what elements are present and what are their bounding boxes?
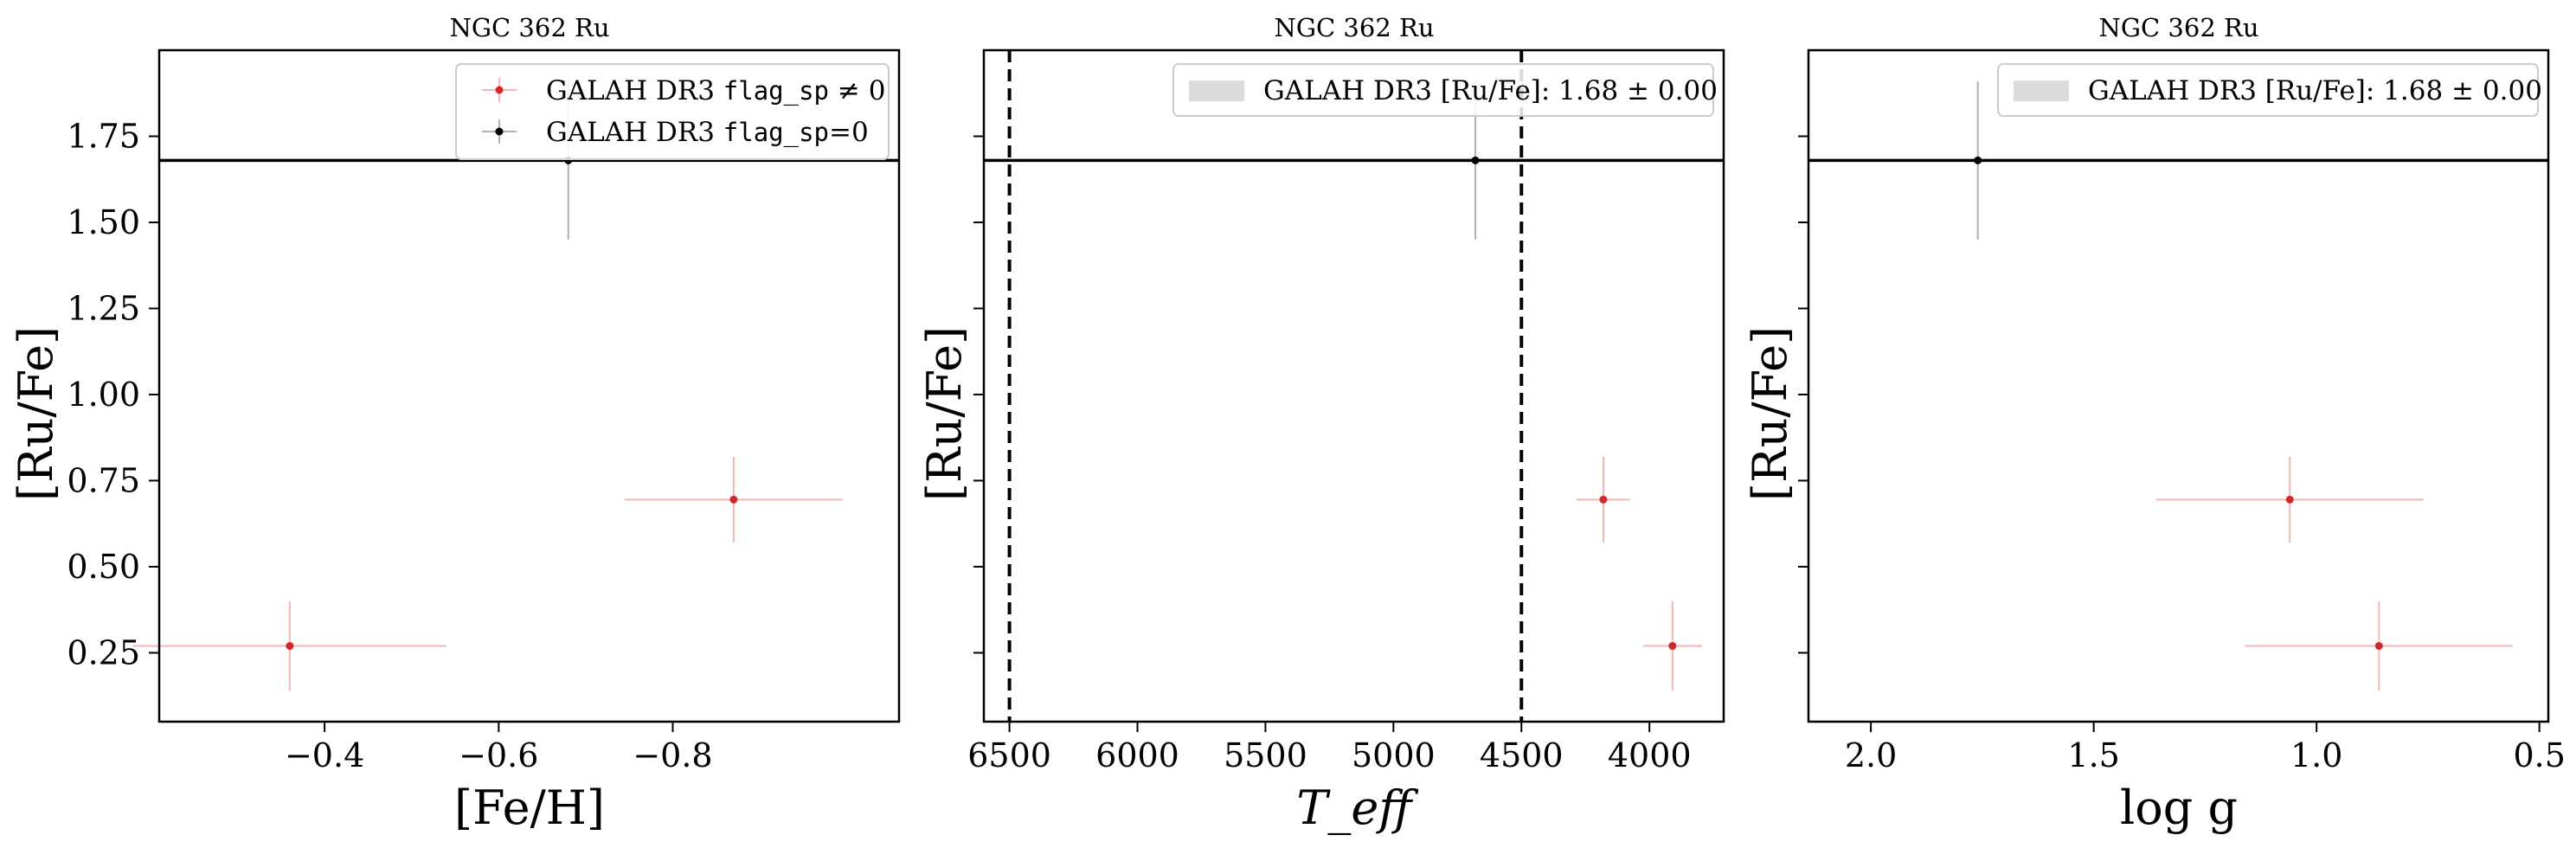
legend-marker (495, 86, 504, 94)
x-tick-label: −0.6 (459, 736, 538, 774)
x-tick-label: 4500 (1480, 736, 1564, 774)
x-tick-label: 1.5 (2067, 736, 2119, 774)
data-point (1668, 641, 1677, 650)
data-point (729, 495, 738, 504)
legend-label: GALAH DR3 flag_sp ≠ 0 (546, 75, 885, 106)
legend: GALAH DR3 [Ru/Fe]: 1.68 ± 0.00 (1172, 63, 1718, 117)
y-tick-label: 0.50 (67, 548, 140, 586)
legend-box (1997, 63, 2539, 117)
plot-area: −0.4 −0.6 −0.8 0.25 0.50 0.75 1.00 1.25 1.50 1.75… (67, 48, 901, 774)
panel-logg: NGC 362 Ru log g [Ru/Fe] 2.0 1.5 1.0 0.5 GAL… (1743, 13, 2566, 835)
x-tick-label: 4000 (1608, 736, 1692, 774)
y-tick-label: 0.75 (67, 461, 140, 499)
data-point (286, 641, 294, 650)
data-point (1471, 156, 1480, 164)
x-tick-label: 5000 (1352, 736, 1436, 774)
panel-teff: NGC 362 Ru T_eff [Ru/Fe] 6500 6000 5500 500… (917, 13, 1725, 835)
y-tick-label: 1.75 (67, 117, 140, 155)
data-point (1599, 495, 1608, 504)
x-tick-label: 2.0 (1845, 736, 1897, 774)
x-tick-label: −0.8 (633, 736, 712, 774)
data-point (2374, 641, 2383, 650)
panel-title: NGC 362 Ru (449, 13, 609, 42)
x-tick-label: 5500 (1224, 736, 1307, 774)
x-axis-label: T_eff (1296, 781, 1418, 835)
x-tick-label: 0.5 (2513, 736, 2565, 774)
legend-box (455, 63, 890, 160)
y-tick-label: 1.25 (67, 289, 140, 327)
y-tick-label: 1.00 (67, 376, 140, 414)
legend: GALAH DR3 flag_sp ≠ 0 GALAH DR3 flag_sp=0 (455, 63, 890, 160)
y-axis-label: [Ru/Fe] (1743, 326, 1797, 501)
legend: GALAH DR3 [Ru/Fe]: 1.68 ± 0.00 (1997, 63, 2542, 117)
y-tick-label: 1.50 (67, 203, 140, 241)
data-point (2285, 495, 2294, 504)
y-axis-label: [Ru/Fe] (9, 326, 63, 501)
legend-band-swatch (1189, 80, 1244, 101)
plot-area: 2.0 1.5 1.0 0.5 GALAH DR3 [Ru/Fe]: 1.68 ± 0.… (1798, 48, 2566, 774)
x-tick-label: 1.0 (2290, 736, 2342, 774)
y-axis-label: [Ru/Fe] (917, 326, 972, 501)
x-tick-label: 6000 (1095, 736, 1179, 774)
x-axis-label: [Fe/H] (454, 781, 605, 835)
axes-frame (982, 48, 1725, 723)
legend-label: GALAH DR3 [Ru/Fe]: 1.68 ± 0.00 (2088, 75, 2542, 106)
axes-frame (157, 48, 901, 723)
data-point (1974, 156, 1982, 164)
axes-frame (1807, 48, 2550, 723)
x-tick-label: 6500 (967, 736, 1051, 774)
panel-metallicity: NGC 362 Ru [Fe/H] [Ru/Fe] −0.4 −0.6 −0.8 0.… (9, 13, 901, 835)
panel-title: NGC 362 Ru (1274, 13, 1434, 42)
panel-title: NGC 362 Ru (2098, 13, 2258, 42)
legend-box (1172, 63, 1714, 117)
legend-marker (495, 127, 504, 136)
y-tick-label: 0.25 (67, 633, 140, 671)
legend-band-swatch (2014, 80, 2069, 101)
plot-area: 6500 6000 5500 5000 4500 4000 GALAH DR3 [Ru/Fe… (967, 48, 1725, 774)
x-axis-label: log g (2120, 781, 2238, 835)
legend-label: GALAH DR3 flag_sp=0 (546, 117, 869, 148)
legend-label: GALAH DR3 [Ru/Fe]: 1.68 ± 0.00 (1263, 75, 1718, 106)
x-tick-label: −0.4 (285, 736, 364, 774)
